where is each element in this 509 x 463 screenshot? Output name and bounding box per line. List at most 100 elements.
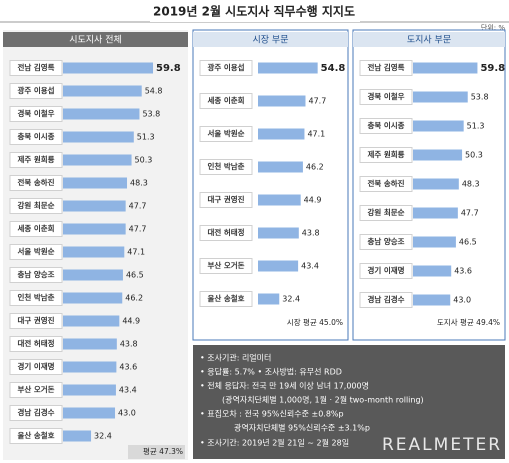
bar bbox=[258, 62, 318, 74]
label-box bbox=[359, 292, 413, 308]
value-label: 47.1 bbox=[307, 130, 325, 139]
label-box bbox=[359, 176, 413, 192]
category-label: 울산 송철호 bbox=[207, 293, 244, 303]
category-label: 부산 오거돈 bbox=[207, 260, 244, 270]
label-box bbox=[359, 263, 413, 279]
bar bbox=[63, 154, 132, 166]
label-box bbox=[359, 234, 413, 250]
label-box bbox=[9, 83, 63, 99]
category-label: 서울 박원순 bbox=[207, 128, 244, 138]
label-box bbox=[9, 175, 63, 191]
category-label: 제주 원희룡 bbox=[17, 154, 54, 164]
panel-header bbox=[3, 32, 188, 47]
label-box bbox=[199, 159, 253, 175]
bar bbox=[63, 384, 116, 396]
page-title: 2019년 2월 시도지사 직무수행 지지도 bbox=[153, 4, 355, 19]
bar bbox=[413, 149, 463, 161]
label-box bbox=[9, 198, 63, 214]
category-label: 전북 송하진 bbox=[17, 177, 54, 187]
value-label: 43.6 bbox=[454, 267, 472, 276]
value-label: 44.9 bbox=[122, 317, 140, 326]
bar bbox=[258, 161, 303, 173]
value-label: 46.5 bbox=[126, 271, 144, 280]
category-label: 전남 김영록 bbox=[17, 62, 54, 72]
label-box bbox=[9, 382, 63, 398]
value-label: 43.6 bbox=[119, 363, 137, 372]
category-label: 대전 허태정 bbox=[207, 227, 244, 237]
category-label: 경남 김경수 bbox=[17, 407, 54, 417]
label-box bbox=[9, 313, 63, 329]
bar bbox=[258, 260, 299, 272]
value-label: 51.3 bbox=[137, 133, 155, 142]
panel-title: 시장 부문 bbox=[253, 35, 289, 46]
category-label: 대구 권영진 bbox=[207, 194, 244, 204]
value-label: 43.8 bbox=[302, 229, 320, 238]
category-label: 인천 박남춘 bbox=[17, 292, 54, 302]
label-box bbox=[359, 147, 413, 163]
value-label: 46.2 bbox=[306, 163, 324, 172]
label-box bbox=[199, 225, 253, 241]
label-box bbox=[9, 244, 63, 260]
label-box bbox=[9, 290, 63, 306]
category-label: 강원 최문순 bbox=[367, 207, 404, 217]
value-label: 59.8 bbox=[480, 63, 505, 74]
label-box bbox=[199, 291, 253, 307]
label-box bbox=[9, 267, 63, 283]
note-line: 광역자치단체별 95%신뢰수준 ±3.1%p bbox=[234, 423, 370, 433]
bar bbox=[63, 292, 123, 304]
bar bbox=[413, 294, 451, 306]
average-label: 도지사 평균 49.4% bbox=[437, 317, 500, 327]
bar bbox=[63, 246, 125, 258]
panel-title: 도지사 부문 bbox=[407, 35, 451, 46]
panel-header bbox=[193, 32, 348, 47]
average-label: 평균 47.3% bbox=[143, 446, 183, 456]
title-bg bbox=[150, 2, 360, 22]
note-line: • 응답률: 5.7% • 조사방법: 유무선 RDD bbox=[200, 367, 342, 377]
category-label: 경북 이철우 bbox=[17, 108, 54, 118]
bar bbox=[258, 194, 301, 206]
value-label: 47.1 bbox=[127, 248, 145, 257]
value-label: 48.3 bbox=[130, 179, 148, 188]
label-box bbox=[9, 405, 63, 421]
bar bbox=[413, 62, 478, 74]
bar bbox=[413, 236, 456, 248]
bar bbox=[258, 293, 280, 305]
bar bbox=[413, 178, 459, 190]
label-box bbox=[199, 258, 253, 274]
value-label: 46.5 bbox=[459, 238, 477, 247]
bar bbox=[63, 407, 116, 419]
category-label: 광주 이용섭 bbox=[17, 85, 54, 95]
notes-box bbox=[193, 345, 505, 459]
category-label: 서울 박원순 bbox=[17, 246, 54, 256]
label-box bbox=[9, 428, 63, 444]
note-line: (광역자치단체별 1,000명, 1월 · 2월 two-month rolli… bbox=[222, 395, 424, 405]
value-label: 43.8 bbox=[120, 340, 138, 349]
category-label: 경기 이재명 bbox=[367, 265, 404, 275]
unit: 단위: % bbox=[481, 23, 505, 32]
bar bbox=[63, 62, 154, 74]
bar bbox=[258, 95, 306, 107]
bar bbox=[63, 177, 128, 189]
value-label: 47.7 bbox=[129, 202, 147, 211]
category-label: 광주 이용섭 bbox=[207, 62, 244, 72]
bar bbox=[63, 200, 126, 212]
average-label: 시장 평균 45.0% bbox=[287, 317, 343, 327]
category-label: 전북 송하진 bbox=[367, 178, 404, 188]
category-label: 세종 이춘희 bbox=[207, 95, 244, 105]
value-label: 53.8 bbox=[142, 110, 160, 119]
category-label: 강원 최문순 bbox=[17, 200, 54, 210]
value-label: 43.4 bbox=[119, 386, 137, 395]
category-label: 충북 이시종 bbox=[367, 120, 404, 130]
category-label: 대구 권영진 bbox=[17, 315, 54, 325]
value-label: 43.0 bbox=[118, 409, 136, 418]
category-label: 충남 양승조 bbox=[17, 269, 54, 279]
bar bbox=[63, 269, 123, 281]
category-label: 제주 원희룡 bbox=[367, 149, 404, 159]
bar bbox=[63, 108, 140, 120]
label-box bbox=[199, 93, 253, 109]
category-label: 충북 이시종 bbox=[17, 131, 54, 141]
label-box bbox=[199, 192, 253, 208]
bar bbox=[63, 315, 120, 327]
value-label: 48.3 bbox=[462, 180, 480, 189]
label-box bbox=[9, 359, 63, 375]
